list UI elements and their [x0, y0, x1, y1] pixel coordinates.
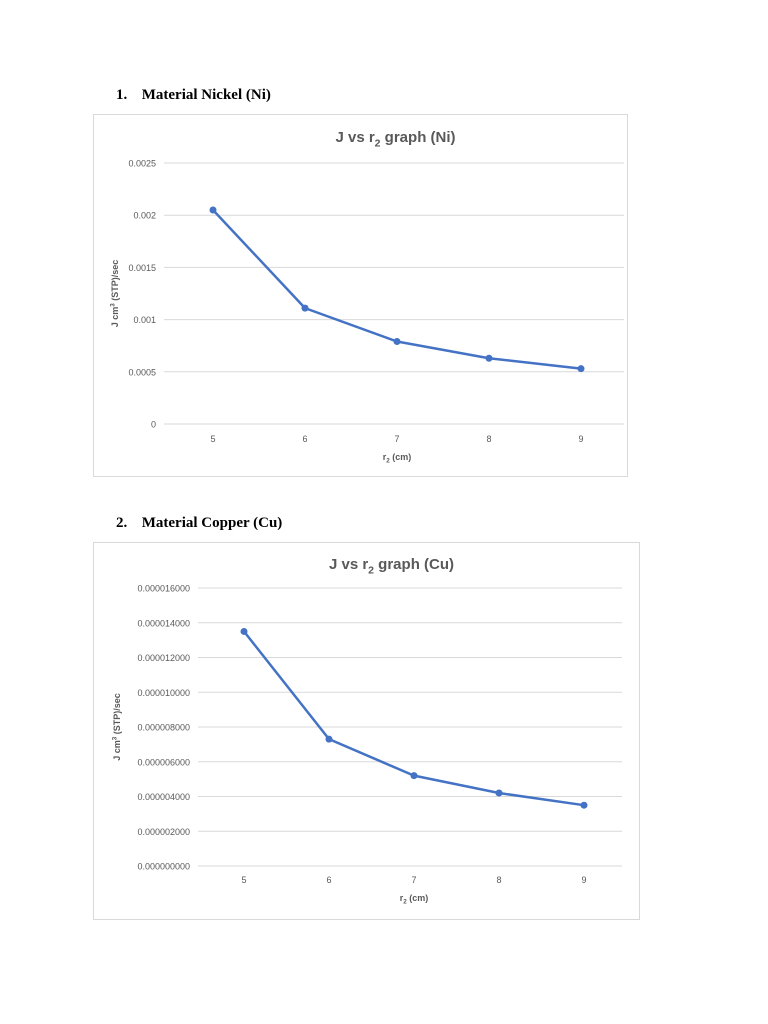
data-point [495, 789, 503, 797]
x-tick-label: 6 [326, 875, 331, 885]
y-tick-label: 0.001 [133, 315, 156, 325]
y-tick-label: 0.0025 [128, 159, 156, 169]
chart-copper: 0.000000000 0.000002000 0.000004000 0.00000… [93, 542, 640, 920]
x-tick-label: 7 [394, 434, 399, 444]
y-tick-label: 0.0005 [128, 367, 156, 377]
x-tick-label: 8 [496, 875, 501, 885]
x-tick-label: 8 [486, 434, 491, 444]
y-tick-label: 0.000000000 [137, 862, 190, 872]
y-axis-label: J cm3 (STP)/sec [109, 260, 120, 328]
y-tick-label: 0.000008000 [137, 723, 190, 733]
data-point [485, 354, 493, 362]
x-tick-label: 5 [241, 875, 246, 885]
section-number: 1. [116, 87, 128, 103]
y-tick-label: 0.000002000 [137, 827, 190, 837]
y-axis-label: J cm3 (STP)/sec [111, 693, 122, 761]
x-tick-label: 9 [578, 434, 583, 444]
section-heading-nickel: 1. Material Nickel (Ni) [116, 87, 271, 104]
y-tick-label: 0 [151, 420, 156, 430]
section-heading-copper: 2. Material Copper (Cu) [116, 515, 282, 532]
data-point [301, 304, 309, 312]
x-tick-label: 9 [581, 875, 586, 885]
x-axis-label: r2 (cm) [400, 893, 429, 906]
y-tick-label: 0.000004000 [137, 792, 190, 802]
data-point [325, 735, 333, 743]
y-tick-label: 0.000012000 [137, 653, 190, 663]
data-point [209, 206, 217, 214]
data-point [393, 338, 401, 346]
y-tick-label: 0.000016000 [137, 584, 190, 594]
x-axis-label: r2 (cm) [383, 452, 412, 465]
x-tick-label: 5 [210, 434, 215, 444]
y-tick-label: 0.002 [133, 211, 156, 221]
x-tick-label: 6 [302, 434, 307, 444]
chart-copper-svg: 0.000000000 0.000002000 0.000004000 0.00000… [111, 556, 622, 906]
x-tick-label: 7 [411, 875, 416, 885]
data-point [577, 365, 585, 373]
section-label: Material Copper (Cu) [141, 515, 283, 531]
y-tick-label: 0.000014000 [137, 618, 190, 628]
chart-nickel-svg: 0 0.0005 0.001 0.0015 0.002 0.0025 5 6 7 8 9 J vs r… [109, 129, 624, 465]
y-tick-label: 0.0015 [128, 263, 156, 273]
data-point [410, 772, 418, 780]
y-tick-label: 0.000006000 [137, 757, 190, 767]
chart-title: J vs r2 graph (Cu) [329, 556, 454, 577]
chart-title: J vs r2 graph (Ni) [335, 129, 455, 150]
data-point [240, 627, 248, 635]
chart-nickel: 0 0.0005 0.001 0.0015 0.002 0.0025 5 6 7 8 9 J vs r… [93, 114, 628, 477]
data-point [580, 801, 588, 809]
section-label: Material Nickel (Ni) [141, 87, 271, 103]
section-number: 2. [116, 515, 128, 531]
y-tick-label: 0.000010000 [137, 688, 190, 698]
